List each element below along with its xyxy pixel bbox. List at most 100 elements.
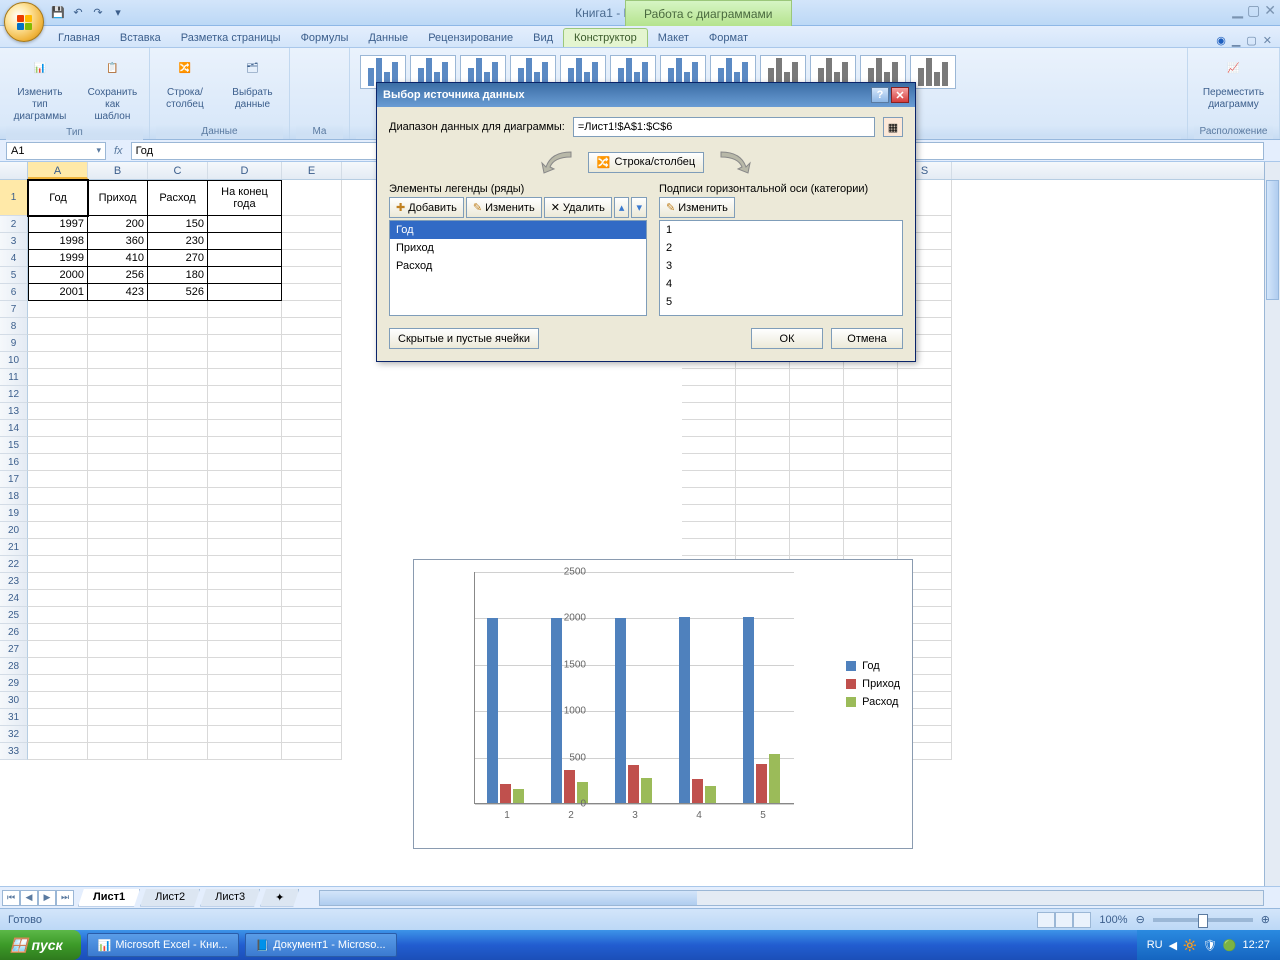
cell-B16[interactable] xyxy=(88,454,148,471)
cell-B8[interactable] xyxy=(88,318,148,335)
cancel-button[interactable]: Отмена xyxy=(831,328,903,349)
row-header-1[interactable]: 1 xyxy=(0,180,28,216)
row-header-26[interactable]: 26 xyxy=(0,624,28,641)
cell-E16[interactable] xyxy=(282,454,342,471)
redo-icon[interactable]: ↷ xyxy=(90,5,106,21)
cell-S17[interactable] xyxy=(898,471,952,488)
cell-E20[interactable] xyxy=(282,522,342,539)
cell-B29[interactable] xyxy=(88,675,148,692)
cell-D22[interactable] xyxy=(208,556,282,573)
cell-Q12[interactable] xyxy=(790,386,844,403)
row-header-13[interactable]: 13 xyxy=(0,403,28,420)
cell-R18[interactable] xyxy=(844,488,898,505)
cell-B12[interactable] xyxy=(88,386,148,403)
close-icon[interactable]: ✕ xyxy=(1264,2,1276,19)
cell-C32[interactable] xyxy=(148,726,208,743)
cell-C17[interactable] xyxy=(148,471,208,488)
sheet-nav-first[interactable]: ⏮ xyxy=(2,890,20,906)
cell-B11[interactable] xyxy=(88,369,148,386)
undo-icon[interactable]: ↶ xyxy=(70,5,86,21)
cell-C25[interactable] xyxy=(148,607,208,624)
sheet-nav-prev[interactable]: ◀ xyxy=(20,890,38,906)
cell-Q21[interactable] xyxy=(790,539,844,556)
cell-C15[interactable] xyxy=(148,437,208,454)
select-data-button[interactable]: 🗂Выбрать данные xyxy=(222,51,283,113)
cell-E27[interactable] xyxy=(282,641,342,658)
cell-E8[interactable] xyxy=(282,318,342,335)
cell-C30[interactable] xyxy=(148,692,208,709)
cell-B21[interactable] xyxy=(88,539,148,556)
switch-row-col-button[interactable]: 🔀Строка/столбец xyxy=(156,51,214,113)
cell-O15[interactable] xyxy=(682,437,736,454)
cell-P17[interactable] xyxy=(736,471,790,488)
ribbon-tab-8[interactable]: Макет xyxy=(648,29,699,47)
cell-C19[interactable] xyxy=(148,505,208,522)
cell-D8[interactable] xyxy=(208,318,282,335)
col-header-E[interactable]: E xyxy=(282,162,342,179)
cell-O16[interactable] xyxy=(682,454,736,471)
cell-C33[interactable] xyxy=(148,743,208,760)
cell-S19[interactable] xyxy=(898,505,952,522)
qat-dropdown-icon[interactable]: ▾ xyxy=(110,5,126,21)
row-header-18[interactable]: 18 xyxy=(0,488,28,505)
row-header-14[interactable]: 14 xyxy=(0,420,28,437)
cell-B20[interactable] xyxy=(88,522,148,539)
cell-B24[interactable] xyxy=(88,590,148,607)
cell-C7[interactable] xyxy=(148,301,208,318)
cell-P19[interactable] xyxy=(736,505,790,522)
cell-Q13[interactable] xyxy=(790,403,844,420)
ribbon-tab-6[interactable]: Вид xyxy=(523,29,563,47)
mdi-min-icon[interactable]: ▁ xyxy=(1232,34,1240,47)
cell-B33[interactable] xyxy=(88,743,148,760)
row-header-8[interactable]: 8 xyxy=(0,318,28,335)
cell-S20[interactable] xyxy=(898,522,952,539)
range-picker-icon[interactable]: ▦ xyxy=(883,117,903,137)
row-header-7[interactable]: 7 xyxy=(0,301,28,318)
move-up-button[interactable]: ▴ xyxy=(614,197,630,218)
dialog-close-icon[interactable]: ✕ xyxy=(891,87,909,103)
cell-C14[interactable] xyxy=(148,420,208,437)
cell-P11[interactable] xyxy=(736,369,790,386)
cell-R16[interactable] xyxy=(844,454,898,471)
row-header-12[interactable]: 12 xyxy=(0,386,28,403)
category-item[interactable]: 1 xyxy=(660,221,902,239)
cell-B6[interactable]: 423 xyxy=(88,284,148,301)
cell-D24[interactable] xyxy=(208,590,282,607)
cell-E18[interactable] xyxy=(282,488,342,505)
cell-D33[interactable] xyxy=(208,743,282,760)
cell-A15[interactable] xyxy=(28,437,88,454)
cell-C4[interactable]: 270 xyxy=(148,250,208,267)
category-item[interactable]: 5 xyxy=(660,293,902,311)
row-header-30[interactable]: 30 xyxy=(0,692,28,709)
cell-E2[interactable] xyxy=(282,216,342,233)
cell-R12[interactable] xyxy=(844,386,898,403)
cell-A10[interactable] xyxy=(28,352,88,369)
cell-E9[interactable] xyxy=(282,335,342,352)
add-series-button[interactable]: ✚Добавить xyxy=(389,197,464,218)
cell-C21[interactable] xyxy=(148,539,208,556)
cell-Q19[interactable] xyxy=(790,505,844,522)
cell-E33[interactable] xyxy=(282,743,342,760)
cell-A11[interactable] xyxy=(28,369,88,386)
cell-B25[interactable] xyxy=(88,607,148,624)
delete-series-button[interactable]: ✕Удалить xyxy=(544,197,612,218)
cell-A24[interactable] xyxy=(28,590,88,607)
cell-B1[interactable]: Приход xyxy=(88,180,148,216)
cell-C12[interactable] xyxy=(148,386,208,403)
cell-E1[interactable] xyxy=(282,180,342,216)
category-item[interactable]: 2 xyxy=(660,239,902,257)
vertical-scrollbar[interactable] xyxy=(1264,162,1280,916)
cell-E7[interactable] xyxy=(282,301,342,318)
cell-D32[interactable] xyxy=(208,726,282,743)
edit-categories-button[interactable]: ✎Изменить xyxy=(659,197,735,218)
cell-P16[interactable] xyxy=(736,454,790,471)
cell-Q16[interactable] xyxy=(790,454,844,471)
move-down-button[interactable]: ▾ xyxy=(631,197,647,218)
cell-A32[interactable] xyxy=(28,726,88,743)
cell-E12[interactable] xyxy=(282,386,342,403)
cell-P18[interactable] xyxy=(736,488,790,505)
cell-E30[interactable] xyxy=(282,692,342,709)
cell-C29[interactable] xyxy=(148,675,208,692)
row-header-25[interactable]: 25 xyxy=(0,607,28,624)
cell-B19[interactable] xyxy=(88,505,148,522)
